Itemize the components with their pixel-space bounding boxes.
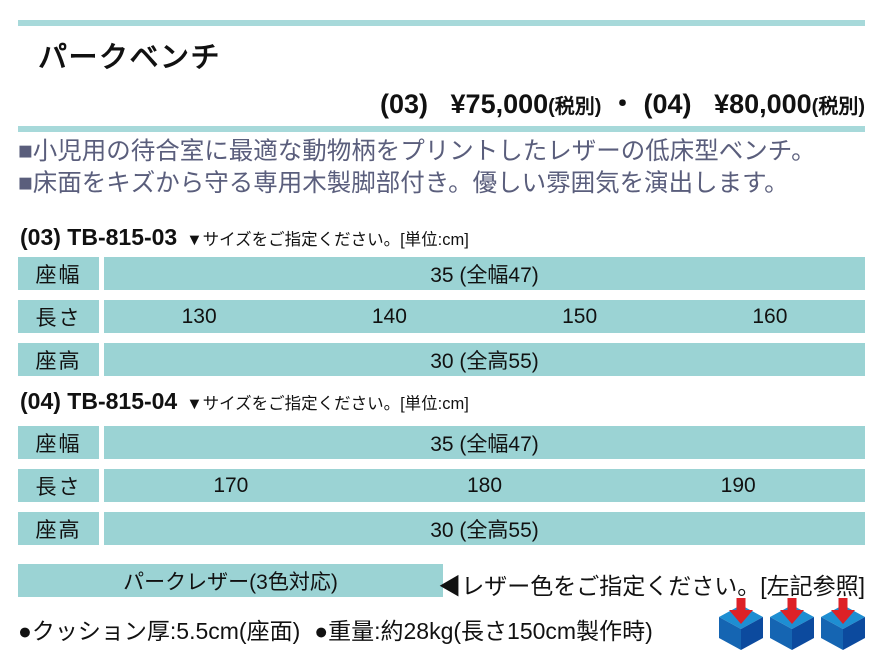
row-values: 35 (全幅47) xyxy=(104,426,865,459)
seat-width-value: 35 (全幅47) xyxy=(430,432,539,456)
description-line-1: ■小児用の待合室に最適な動物柄をプリントしたレザーの低床型ベンチ。 xyxy=(18,138,816,165)
packing-cube-icons xyxy=(718,598,866,650)
length-option: 170 xyxy=(213,473,249,497)
package-cube-icon xyxy=(770,598,814,650)
row-label: 座高 xyxy=(18,512,99,545)
price-item2-amount: ¥80,000 xyxy=(714,89,812,119)
row-label: 座幅 xyxy=(18,257,99,290)
product-title: パークベンチ xyxy=(38,42,222,74)
size-note-04: ▼サイズをご指定ください。[単位:cm] xyxy=(186,395,469,413)
table-row: 長さ 130 140 150 160 xyxy=(18,300,865,333)
table-row: 座高 30 (全高55) xyxy=(18,512,865,545)
length-option: 140 xyxy=(371,304,407,328)
description-line-2: ■床面をキズから守る専用木製脚部付き。優しい雰囲気を演出します。 xyxy=(18,169,789,197)
section-heading-04: (04) TB-815-04 ▼サイズをご指定ください。[単位:cm] xyxy=(20,388,469,415)
row-values: 30 (全高55) xyxy=(104,512,865,545)
leather-color-note: ◀レザー色をご指定ください。[左記参照] xyxy=(438,573,865,599)
top-divider xyxy=(18,20,865,26)
leather-type-band: パークレザー(3色対応) xyxy=(18,564,443,597)
spacer xyxy=(436,89,444,119)
length-option: 180 xyxy=(466,473,503,497)
model-code-03: (03) TB-815-03 xyxy=(20,224,178,250)
price-item1-amount: ¥75,000 xyxy=(450,89,549,119)
length-option: 130 xyxy=(181,304,217,328)
row-values: 35 (全幅47) xyxy=(104,257,865,290)
row-values: 30 (全高55) xyxy=(104,343,865,376)
footer-notes: ●クッション厚:5.5cm(座面) ●重量:約28kg(長さ150cm製作時) xyxy=(18,612,653,646)
model-code-04: (04) TB-815-04 xyxy=(20,388,178,414)
price-line: (03) ¥75,000(税別) ・ (04) ¥80,000(税別) xyxy=(380,82,865,121)
seat-height-value: 30 (全高55) xyxy=(430,349,539,373)
spacer xyxy=(699,89,707,119)
table-row: 座幅 35 (全幅47) xyxy=(18,257,865,290)
row-label: 長さ xyxy=(18,300,99,333)
price-item2-tax: (税別) xyxy=(811,96,865,118)
price-separator: ・ xyxy=(608,89,636,119)
size-note-03: ▼サイズをご指定ください。[単位:cm] xyxy=(186,231,469,249)
row-label: 座幅 xyxy=(18,426,99,459)
price-item1-code: (03) xyxy=(379,89,428,119)
length-option: 160 xyxy=(752,304,788,328)
length-option: 150 xyxy=(562,304,598,328)
row-values: 130 140 150 160 xyxy=(104,300,865,333)
spec-table-04: 座幅 35 (全幅47) 長さ 170 180 190 座高 30 (全高55) xyxy=(18,426,865,555)
table-row: 座高 30 (全高55) xyxy=(18,343,865,376)
section-heading-03: (03) TB-815-03 ▼サイズをご指定ください。[単位:cm] xyxy=(20,224,469,251)
row-label: 長さ xyxy=(18,469,99,502)
row-values: 170 180 190 xyxy=(104,469,865,502)
row-label: 座高 xyxy=(18,343,99,376)
package-cube-icon xyxy=(821,598,865,650)
weight-note: ●重量:約28kg(長さ150cm製作時) xyxy=(314,618,653,644)
header-divider xyxy=(18,126,865,132)
package-cube-icon xyxy=(719,598,763,650)
table-row: 座幅 35 (全幅47) xyxy=(18,426,865,459)
product-description: ■小児用の待合室に最適な動物柄をプリントしたレザーの低床型ベンチ。 ■床面をキズ… xyxy=(18,136,816,199)
length-option: 190 xyxy=(720,473,756,497)
seat-width-value: 35 (全幅47) xyxy=(430,263,539,287)
spec-table-03: 座幅 35 (全幅47) 長さ 130 140 150 160 座高 30 (全… xyxy=(18,257,865,386)
price-item1-tax: (税別) xyxy=(548,96,602,118)
seat-height-value: 30 (全高55) xyxy=(430,518,539,542)
cushion-note: ●クッション厚:5.5cm(座面) xyxy=(18,618,301,644)
price-item2-code: (04) xyxy=(643,89,692,119)
table-row: 長さ 170 180 190 xyxy=(18,469,865,502)
